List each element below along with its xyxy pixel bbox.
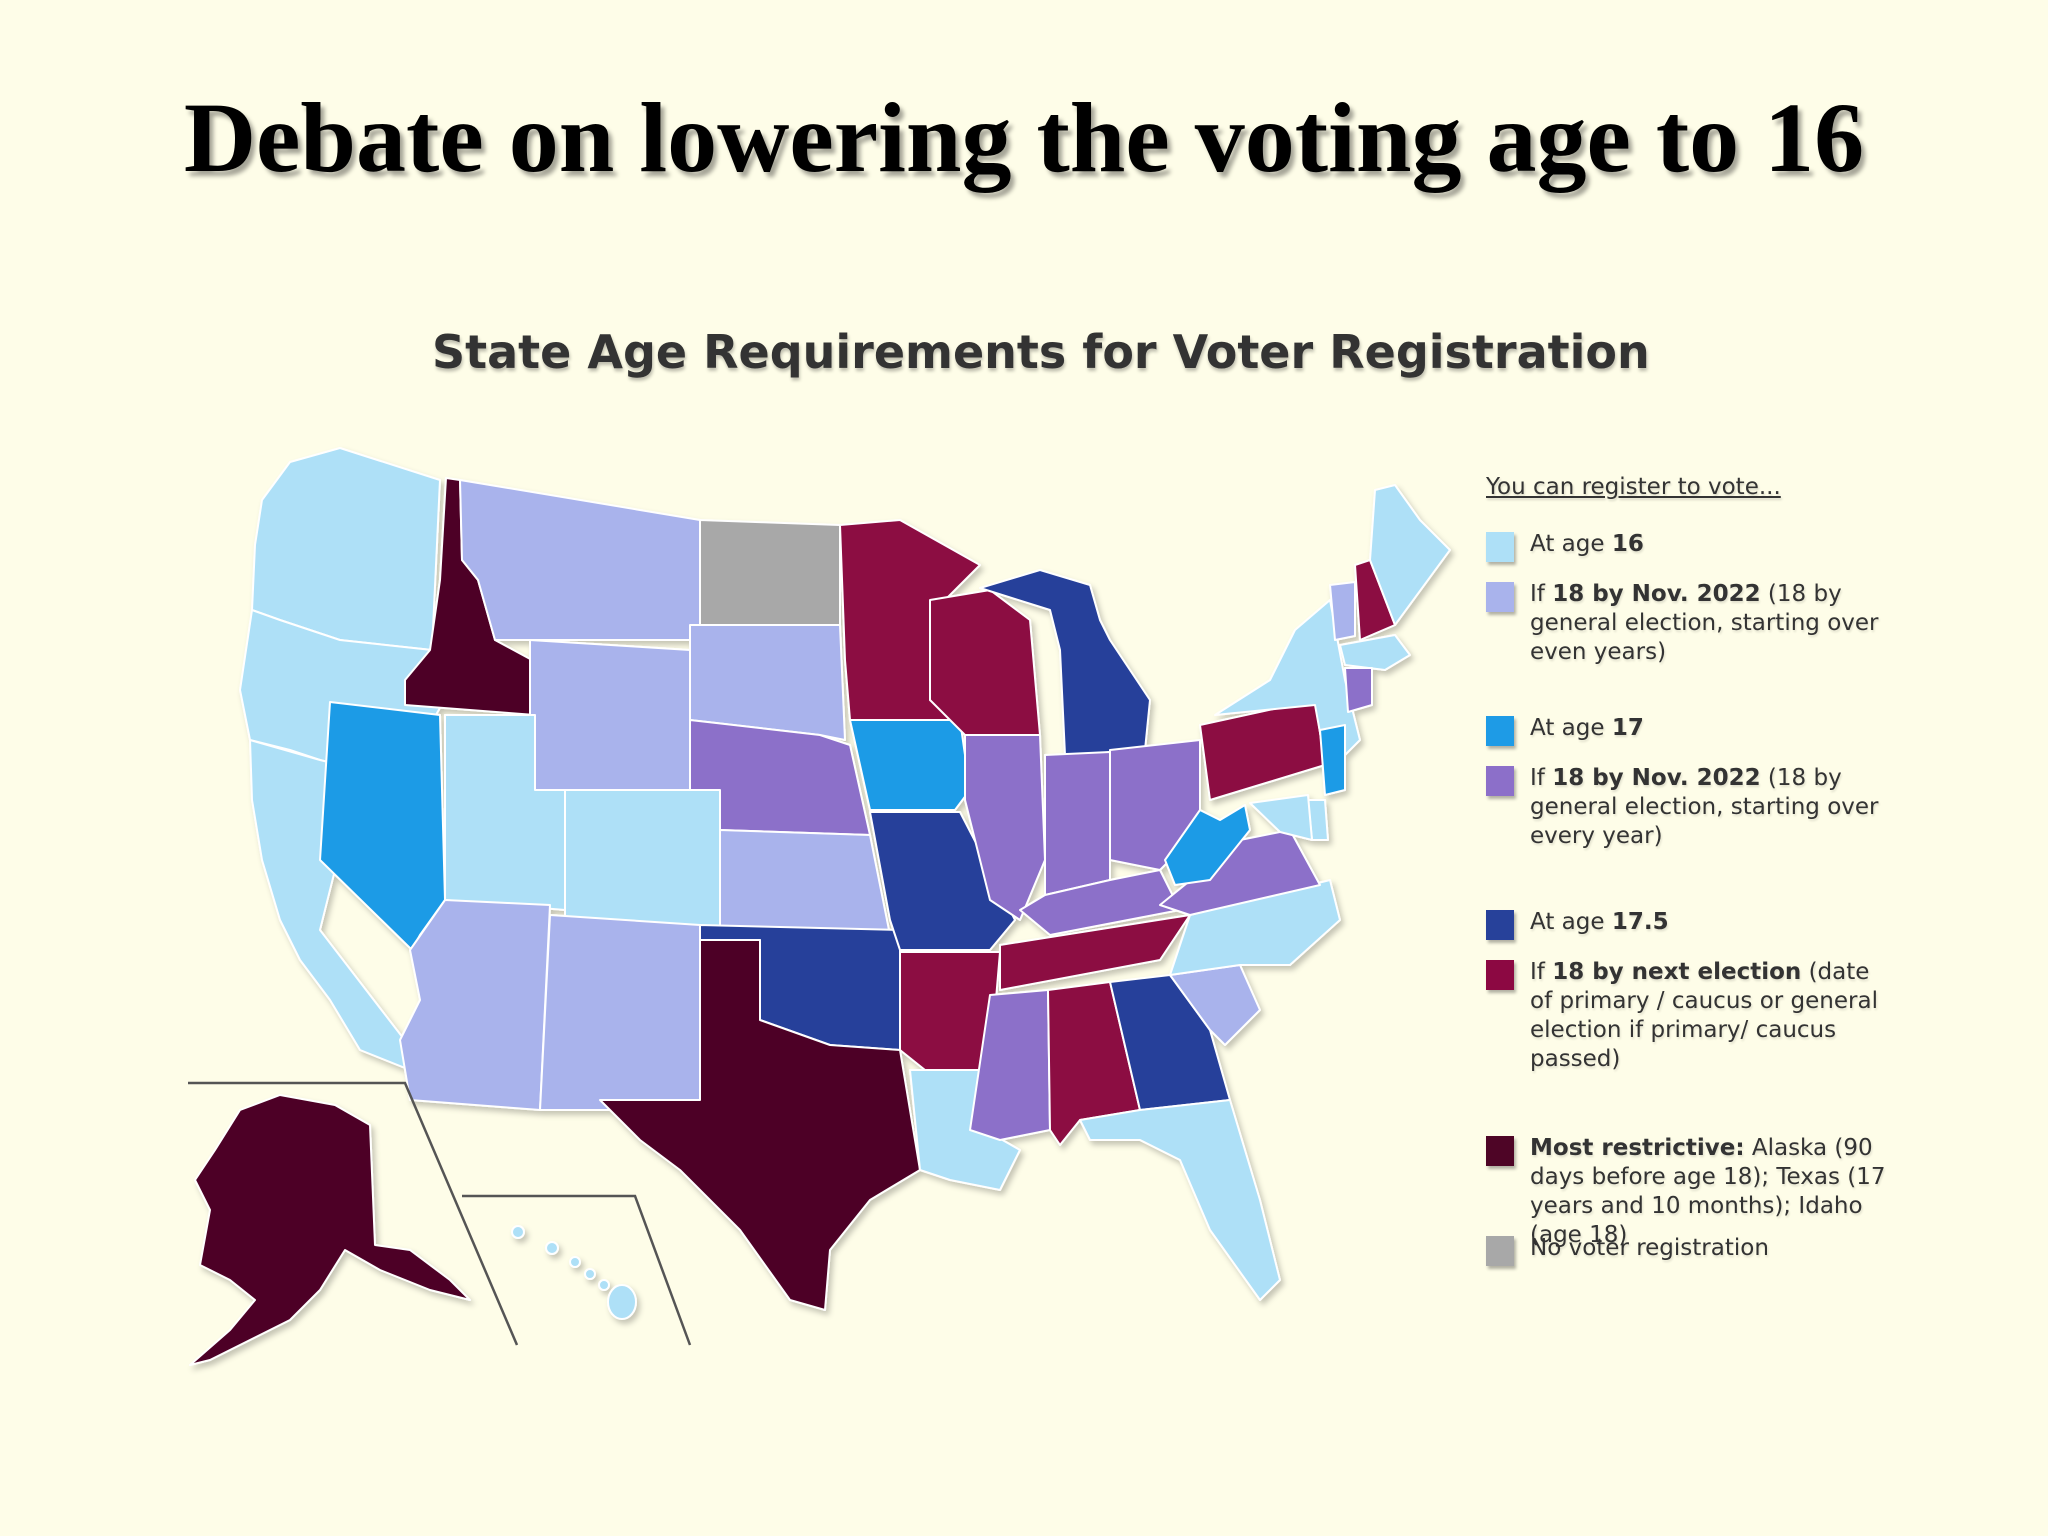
state-SD [689, 624, 846, 741]
state-TX [599, 939, 921, 1311]
state-MS [969, 989, 1051, 1141]
state-NJ [1319, 724, 1346, 796]
state-CO [564, 789, 721, 931]
state-NM [539, 914, 701, 1111]
state-HI [511, 1225, 637, 1320]
legend-label: At age 17 [1530, 715, 1644, 741]
state-VT [1329, 581, 1356, 641]
state-MT [459, 479, 701, 641]
state-AZ [399, 899, 551, 1111]
legend-swatch [1486, 716, 1514, 746]
slide-title: Debate on lowering the voting age to 16 [183, 82, 1865, 193]
state-GA [1109, 974, 1231, 1111]
hawaii-inset-line [462, 1194, 692, 1346]
state-KS [719, 829, 891, 936]
state-MD [1249, 794, 1313, 841]
state-FL [1079, 1099, 1281, 1301]
state-MO [869, 811, 1016, 951]
alaska-inset-line [188, 1081, 519, 1346]
state-TN [999, 914, 1191, 991]
inset-divider-lines [188, 1081, 692, 1346]
legend-label: At age 16 [1530, 531, 1644, 557]
legend-swatch [1486, 532, 1514, 562]
legend-label: If 18 by next election (date of primary … [1530, 959, 1878, 1072]
state-WI [929, 589, 1041, 736]
legend-label: No voter registration [1530, 1235, 1769, 1261]
state-MI [979, 569, 1151, 756]
legend-swatch [1486, 910, 1514, 940]
state-IL [964, 734, 1046, 921]
legend-swatch [1486, 1136, 1514, 1166]
legend-label: If 18 by Nov. 2022 (18 by general electi… [1530, 581, 1879, 665]
legend-swatch [1486, 960, 1514, 990]
state-ND [699, 519, 841, 626]
legend-swatch [1486, 1236, 1514, 1266]
state-CT [1344, 667, 1373, 713]
legend-label: Most restrictive: Alaska (90 days before… [1530, 1135, 1886, 1248]
map-title: State Age Requirements for Voter Registr… [432, 325, 1650, 379]
legend-label: At age 17.5 [1530, 909, 1669, 935]
legend-swatch [1486, 766, 1514, 796]
state-WV [1164, 804, 1251, 886]
state-NV [319, 701, 446, 951]
state-IN [1044, 751, 1111, 896]
state-NC [1169, 879, 1341, 976]
legend-label: If 18 by Nov. 2022 (18 by general electi… [1530, 765, 1879, 849]
map-legend: You can register to vote... At age 16 If … [1486, 474, 1906, 1266]
legend-swatch [1486, 582, 1514, 612]
state-AK [189, 1094, 471, 1366]
state-IA [849, 719, 971, 811]
state-MA [1339, 634, 1411, 671]
state-ME [1369, 484, 1451, 626]
state-KY [1019, 869, 1181, 936]
state-WY [529, 639, 691, 791]
legend-heading: You can register to vote... [1486, 474, 1781, 500]
